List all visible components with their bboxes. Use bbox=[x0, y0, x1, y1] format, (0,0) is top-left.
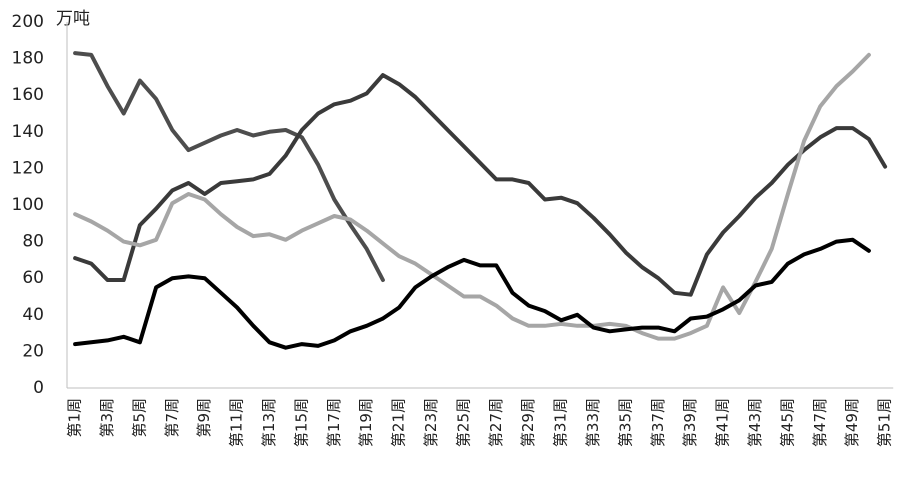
x-tick-label: 第23周 bbox=[422, 398, 440, 447]
x-tick-label: 第11周 bbox=[228, 398, 246, 447]
series-line bbox=[73, 51, 385, 282]
x-tick-label: 第41周 bbox=[714, 398, 732, 447]
x-tick-label: 第35周 bbox=[616, 398, 634, 447]
x-tick-label: 第47周 bbox=[811, 398, 829, 447]
x-tick-label: 第3周 bbox=[98, 398, 116, 438]
y-tick-label: 160 bbox=[12, 85, 44, 105]
y-tick-label: 40 bbox=[22, 305, 44, 325]
x-tick-label: 第43周 bbox=[746, 398, 764, 447]
y-tick-label: 120 bbox=[12, 158, 44, 178]
x-tick-label: 第17周 bbox=[325, 398, 343, 447]
x-tick-label: 第33周 bbox=[584, 398, 602, 447]
series-line bbox=[73, 73, 888, 297]
x-tick-label: 第51周 bbox=[876, 398, 894, 447]
x-tick-label: 第7周 bbox=[163, 398, 181, 438]
x-tick-label: 第37周 bbox=[649, 398, 667, 447]
x-tick-label: 第21周 bbox=[390, 398, 408, 447]
x-tick-label: 第5周 bbox=[130, 398, 148, 438]
y-tick-label: 140 bbox=[12, 122, 44, 142]
y-tick-label: 100 bbox=[12, 195, 44, 215]
x-tick-label: 第15周 bbox=[292, 398, 310, 447]
y-unit: 万吨 bbox=[56, 9, 90, 29]
series-line bbox=[73, 237, 871, 350]
x-tick-label: 第19周 bbox=[357, 398, 375, 447]
y-tick-label: 200 bbox=[12, 12, 44, 32]
x-tick-label: 第29周 bbox=[519, 398, 537, 447]
x-tick-label: 第27周 bbox=[487, 398, 505, 447]
x-tick-label: 第1周 bbox=[66, 398, 84, 438]
x-tick-label: 第13周 bbox=[260, 398, 278, 447]
x-tick-label: 第9周 bbox=[195, 398, 213, 438]
y-tick-label: 0 bbox=[33, 378, 44, 398]
y-tick-label: 60 bbox=[22, 268, 44, 288]
y-tick-label: 180 bbox=[12, 49, 44, 69]
y-tick-label: 80 bbox=[22, 232, 44, 252]
x-tick-label: 第31周 bbox=[552, 398, 570, 447]
x-tick-label: 第45周 bbox=[778, 398, 796, 447]
x-tick-label: 第49周 bbox=[843, 398, 861, 447]
series-line bbox=[73, 52, 871, 341]
y-tick-label: 20 bbox=[22, 341, 44, 361]
x-tick-label: 第25周 bbox=[454, 398, 472, 447]
x-tick-label: 第39周 bbox=[681, 398, 699, 447]
